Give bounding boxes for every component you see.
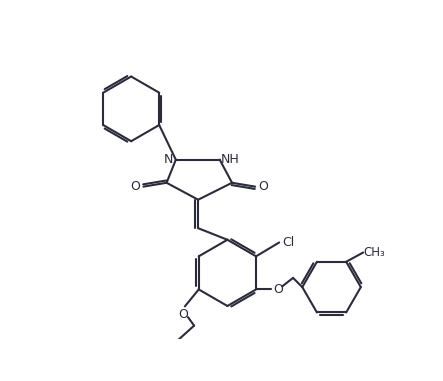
Text: NH: NH [221, 153, 240, 166]
Text: O: O [273, 283, 284, 296]
Text: O: O [179, 307, 188, 320]
Text: CH₃: CH₃ [364, 246, 385, 259]
Text: O: O [259, 180, 268, 193]
Text: Cl: Cl [282, 236, 295, 249]
Text: N: N [164, 153, 174, 166]
Text: O: O [130, 180, 140, 193]
